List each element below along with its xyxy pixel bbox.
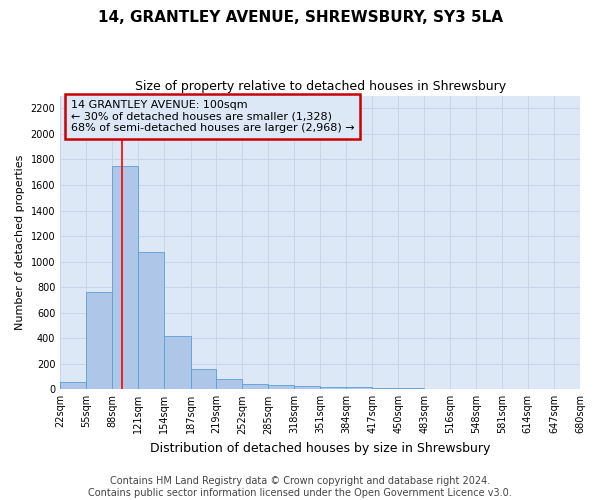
Bar: [216, 379, 242, 390]
Bar: [191, 369, 216, 390]
Bar: [398, 388, 424, 390]
Text: 14 GRANTLEY AVENUE: 100sqm
← 30% of detached houses are smaller (1,328)
68% of s: 14 GRANTLEY AVENUE: 100sqm ← 30% of deta…: [71, 100, 354, 133]
Bar: [424, 388, 451, 390]
Bar: [242, 384, 268, 390]
Bar: [451, 389, 476, 390]
Title: Size of property relative to detached houses in Shrewsbury: Size of property relative to detached ho…: [134, 80, 506, 93]
X-axis label: Distribution of detached houses by size in Shrewsbury: Distribution of detached houses by size …: [150, 442, 490, 455]
Bar: [294, 386, 320, 390]
Bar: [268, 385, 294, 390]
Bar: [139, 252, 164, 390]
Bar: [112, 166, 139, 390]
Bar: [372, 388, 398, 390]
Text: 14, GRANTLEY AVENUE, SHREWSBURY, SY3 5LA: 14, GRANTLEY AVENUE, SHREWSBURY, SY3 5LA: [97, 10, 503, 25]
Bar: [86, 292, 112, 390]
Bar: [164, 336, 191, 390]
Bar: [320, 387, 346, 390]
Bar: [346, 388, 372, 390]
Y-axis label: Number of detached properties: Number of detached properties: [15, 154, 25, 330]
Text: Contains HM Land Registry data © Crown copyright and database right 2024.
Contai: Contains HM Land Registry data © Crown c…: [88, 476, 512, 498]
Bar: [60, 382, 86, 390]
